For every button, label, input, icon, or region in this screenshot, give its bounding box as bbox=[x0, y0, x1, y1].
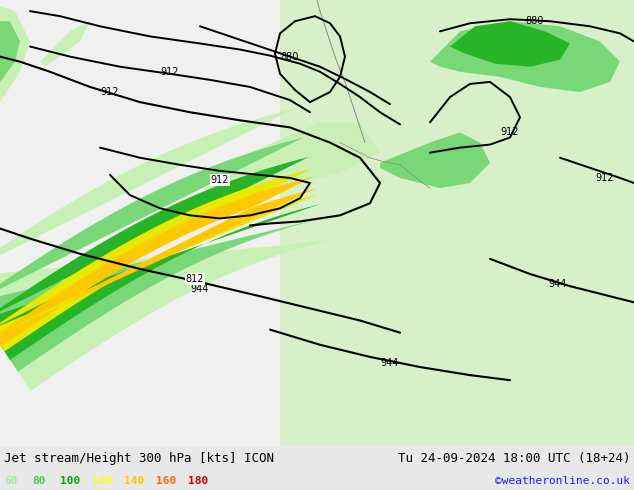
Text: 912: 912 bbox=[161, 67, 179, 77]
Polygon shape bbox=[430, 21, 620, 92]
Text: 944: 944 bbox=[381, 358, 399, 368]
Text: 120: 120 bbox=[92, 476, 112, 486]
Polygon shape bbox=[200, 122, 380, 203]
Text: 60: 60 bbox=[4, 476, 18, 486]
Text: 880: 880 bbox=[281, 51, 299, 62]
Text: 880: 880 bbox=[526, 16, 544, 26]
Polygon shape bbox=[0, 0, 634, 446]
Text: 100: 100 bbox=[60, 476, 81, 486]
Polygon shape bbox=[0, 6, 30, 102]
Text: 912: 912 bbox=[101, 87, 119, 97]
Text: Jet stream/Height 300 hPa [kts] ICON: Jet stream/Height 300 hPa [kts] ICON bbox=[4, 452, 274, 465]
Polygon shape bbox=[280, 0, 634, 446]
Text: ©weatheronline.co.uk: ©weatheronline.co.uk bbox=[495, 476, 630, 486]
Text: Tu 24-09-2024 18:00 UTC (18+24): Tu 24-09-2024 18:00 UTC (18+24) bbox=[398, 452, 630, 465]
Text: 80: 80 bbox=[32, 476, 46, 486]
Text: 944: 944 bbox=[191, 284, 209, 294]
Polygon shape bbox=[0, 21, 20, 82]
Text: 912: 912 bbox=[596, 173, 614, 183]
Text: 160: 160 bbox=[156, 476, 176, 486]
Polygon shape bbox=[380, 132, 490, 188]
Polygon shape bbox=[450, 21, 570, 67]
Text: 912: 912 bbox=[210, 175, 230, 185]
Polygon shape bbox=[40, 21, 90, 67]
Text: 912: 912 bbox=[501, 127, 519, 138]
Text: 180: 180 bbox=[188, 476, 208, 486]
Text: 812: 812 bbox=[186, 274, 204, 284]
Text: 944: 944 bbox=[549, 279, 567, 289]
Text: 140: 140 bbox=[124, 476, 145, 486]
